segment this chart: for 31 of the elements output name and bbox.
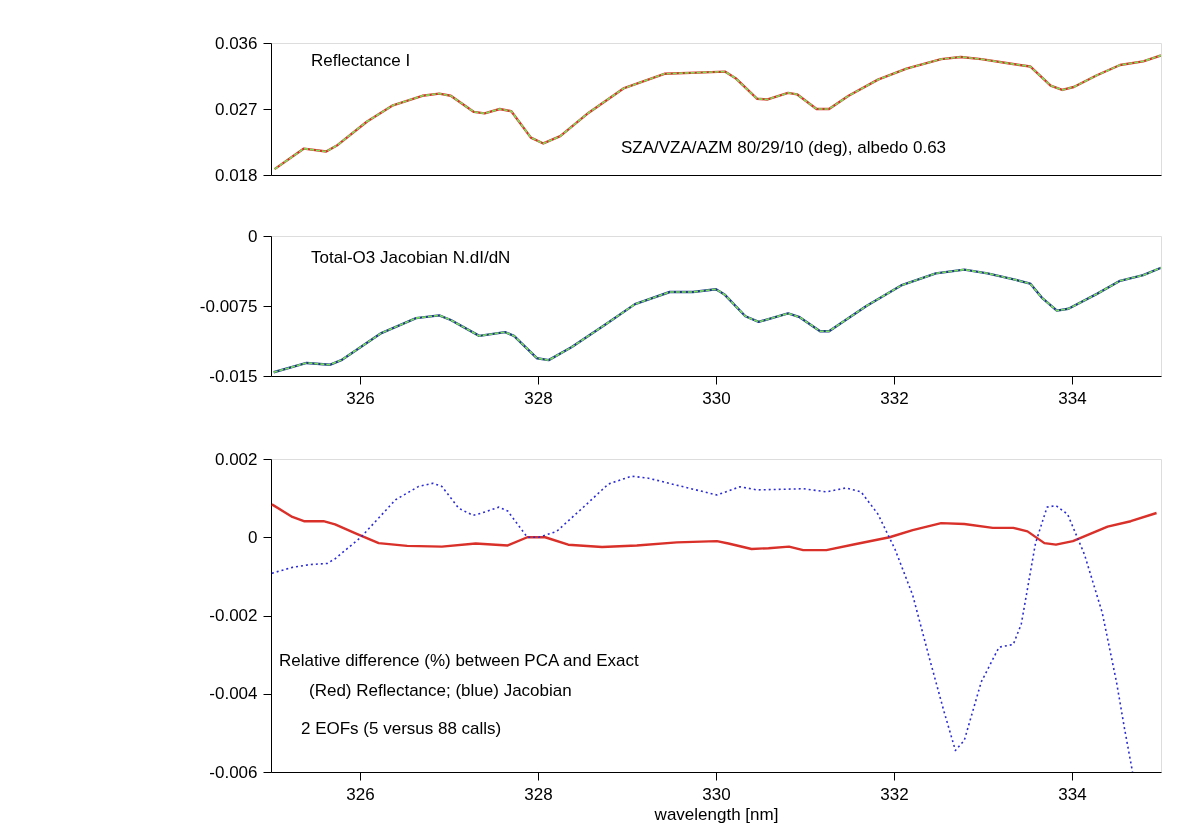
annotation: Reflectance I bbox=[311, 51, 411, 70]
y-tick-label: -0.006 bbox=[209, 762, 258, 782]
y-tick-label: -0.015 bbox=[209, 366, 258, 386]
y-tick-label: 0 bbox=[248, 226, 258, 246]
annotation: Total-O3 Jacobian N.dI/dN bbox=[311, 248, 511, 267]
y-tick-label: -0.002 bbox=[209, 606, 258, 625]
x-tick-label: 330 bbox=[702, 388, 731, 408]
annotation: SZA/VZA/AZM 80/29/10 (deg), albedo 0.63 bbox=[621, 138, 947, 157]
line-series bbox=[271, 475, 1134, 772]
annotation: Relative difference (%) between PCA and Exact bbox=[279, 651, 639, 670]
x-tick-label: 328 bbox=[524, 784, 553, 804]
x-tick-label: 326 bbox=[346, 388, 375, 408]
y-tick-label: 0.002 bbox=[214, 449, 258, 469]
annotation: (Red) Reflectance; (blue) Jacobian bbox=[309, 681, 572, 700]
y-tick-label: 0.036 bbox=[214, 33, 258, 53]
x-tick-label: 334 bbox=[1058, 784, 1087, 804]
x-tick-label: 332 bbox=[880, 784, 909, 804]
y-tick-label: -0.0075 bbox=[199, 296, 258, 316]
x-tick-label: 326 bbox=[346, 784, 375, 804]
y-tick-label: 0.027 bbox=[214, 99, 258, 119]
x-tick-label: 332 bbox=[880, 388, 909, 408]
x-tick-label: 334 bbox=[1058, 388, 1087, 408]
y-tick-label: -0.004 bbox=[209, 684, 258, 704]
y-tick-label: 0 bbox=[248, 527, 258, 547]
y-tick-label: 0.018 bbox=[214, 165, 258, 185]
line-series bbox=[273, 54, 1161, 171]
line-series bbox=[271, 503, 1158, 552]
x-axis-title: wavelength [nm] bbox=[653, 804, 779, 824]
annotation: 2 EOFs (5 versus 88 calls) bbox=[301, 719, 502, 738]
x-tick-label: 328 bbox=[524, 388, 553, 408]
x-tick-label: 330 bbox=[702, 784, 731, 804]
